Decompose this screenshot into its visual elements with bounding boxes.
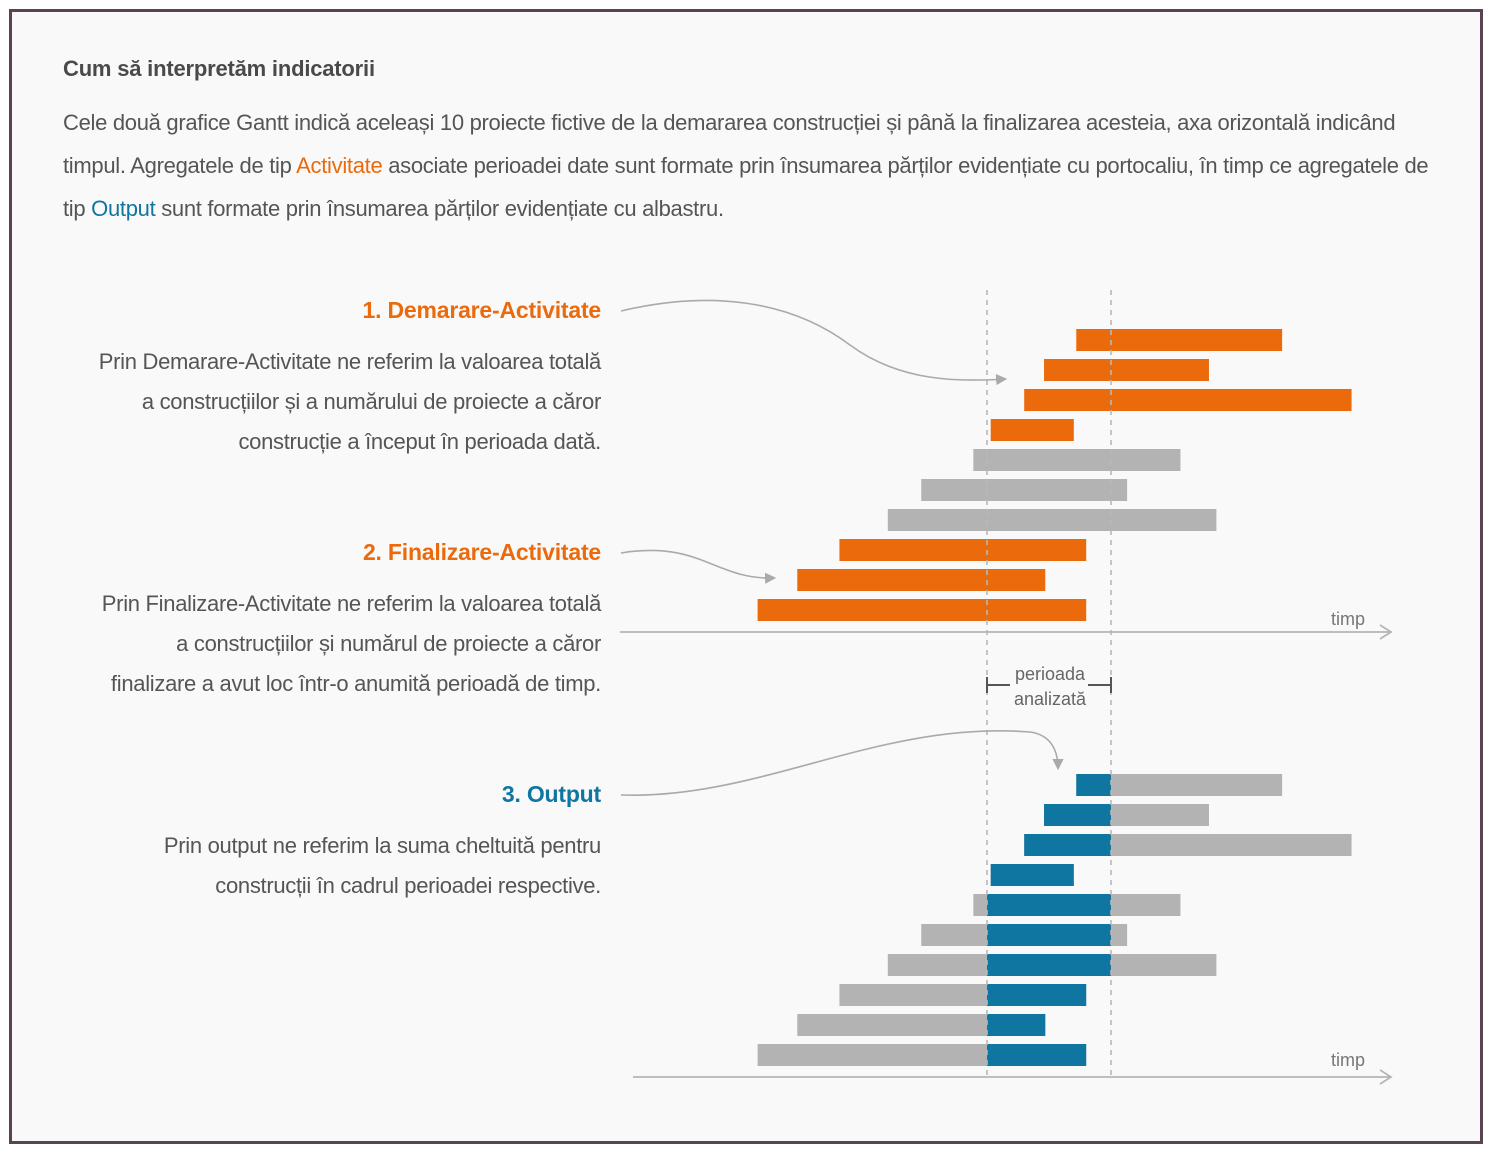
time-axis-top-label: timp: [1331, 609, 1365, 629]
period-label-line-1: perioada: [1015, 664, 1086, 684]
callout-arrow-1-icon: [620, 299, 1008, 386]
period-label-line-2: analizată: [1014, 689, 1087, 709]
callout-arrow-2-icon: [620, 549, 777, 584]
panel-frame: [9, 9, 1483, 1144]
section-2-line: Prin Finalizare-Activitate ne referim la…: [101, 591, 602, 616]
section-2-line: a construcțiilor și numărul de proiecte …: [176, 631, 601, 656]
section-1-title: 1. Demarare-Activitate: [362, 297, 602, 323]
activitate-bar-1: [1076, 329, 1283, 351]
output-overlap-1: [1076, 774, 1111, 796]
activitate-bar-3: [1024, 389, 1352, 411]
activitate-bar-5: [973, 449, 1181, 471]
page-title: Cum să interpretăm indicatorii: [63, 56, 375, 81]
output-overlap-8: [987, 984, 1087, 1006]
section-3-title: 3. Output: [501, 781, 601, 807]
intro-text-1: Cele două grafice Gantt indică aceleași …: [63, 110, 1396, 178]
output-overlap-6: [987, 924, 1111, 946]
intro-text-2: asociate perioadei date sunt formate pri…: [63, 153, 1429, 221]
output-overlap-9: [987, 1014, 1046, 1036]
activitate-bar-8: [839, 539, 1087, 561]
callout-arrow-3-icon: [620, 730, 1064, 796]
activitate-bar-2: [1044, 359, 1209, 381]
output-overlap-5: [987, 894, 1111, 916]
section-3-body: Prin output ne referim la suma cheltuită…: [41, 826, 601, 906]
output-overlap-10: [987, 1044, 1087, 1066]
output-overlap-4: [990, 864, 1074, 886]
activitate-bar-7: [887, 509, 1217, 531]
intro-text-3: sunt formate prin însumarea părților evi…: [155, 196, 724, 221]
activitate-bar-4: [990, 419, 1074, 441]
time-axis-bottom-label: timp: [1331, 1050, 1365, 1070]
time-axis-bottom-arrow-icon: [1379, 1069, 1393, 1085]
section-1-body: Prin Demarare-Activitate ne referim la v…: [41, 342, 602, 462]
section-1-line: a construcțiilor și a numărului de proie…: [141, 389, 601, 414]
section-3-line: Prin output ne referim la suma cheltuită…: [163, 833, 601, 858]
output-overlap-3: [1024, 834, 1111, 856]
activitate-bar-6: [921, 479, 1128, 501]
section-1-line: construcție a început în perioada dată.: [238, 429, 601, 454]
section-3-line: construcții în cadrul perioadei respecti…: [215, 873, 601, 898]
activitate-bar-10: [757, 599, 1087, 621]
section-2-body: Prin Finalizare-Activitate ne referim la…: [41, 584, 602, 704]
time-axis-top-arrow-icon: [1379, 624, 1393, 640]
period-bracket: [986, 677, 1112, 693]
output-overlap-2: [1044, 804, 1111, 826]
intro-paragraph: Cele două grafice Gantt indică aceleași …: [63, 101, 1433, 230]
output-gantt: [757, 774, 1352, 1066]
activitate-gantt: [757, 329, 1352, 621]
output-highlight: Output: [91, 196, 156, 221]
activitate-bar-9: [797, 569, 1046, 591]
output-overlap-7: [987, 954, 1111, 976]
output-bar-9: [797, 1014, 1046, 1036]
output-bar-1: [1076, 774, 1283, 796]
section-2-title: 2. Finalizare-Activitate: [362, 539, 601, 565]
activitate-highlight: Activitate: [296, 153, 383, 178]
section-2-line: finalizare a avut loc într-o anumită per…: [110, 671, 601, 696]
section-1-line: Prin Demarare-Activitate ne referim la v…: [98, 349, 602, 374]
